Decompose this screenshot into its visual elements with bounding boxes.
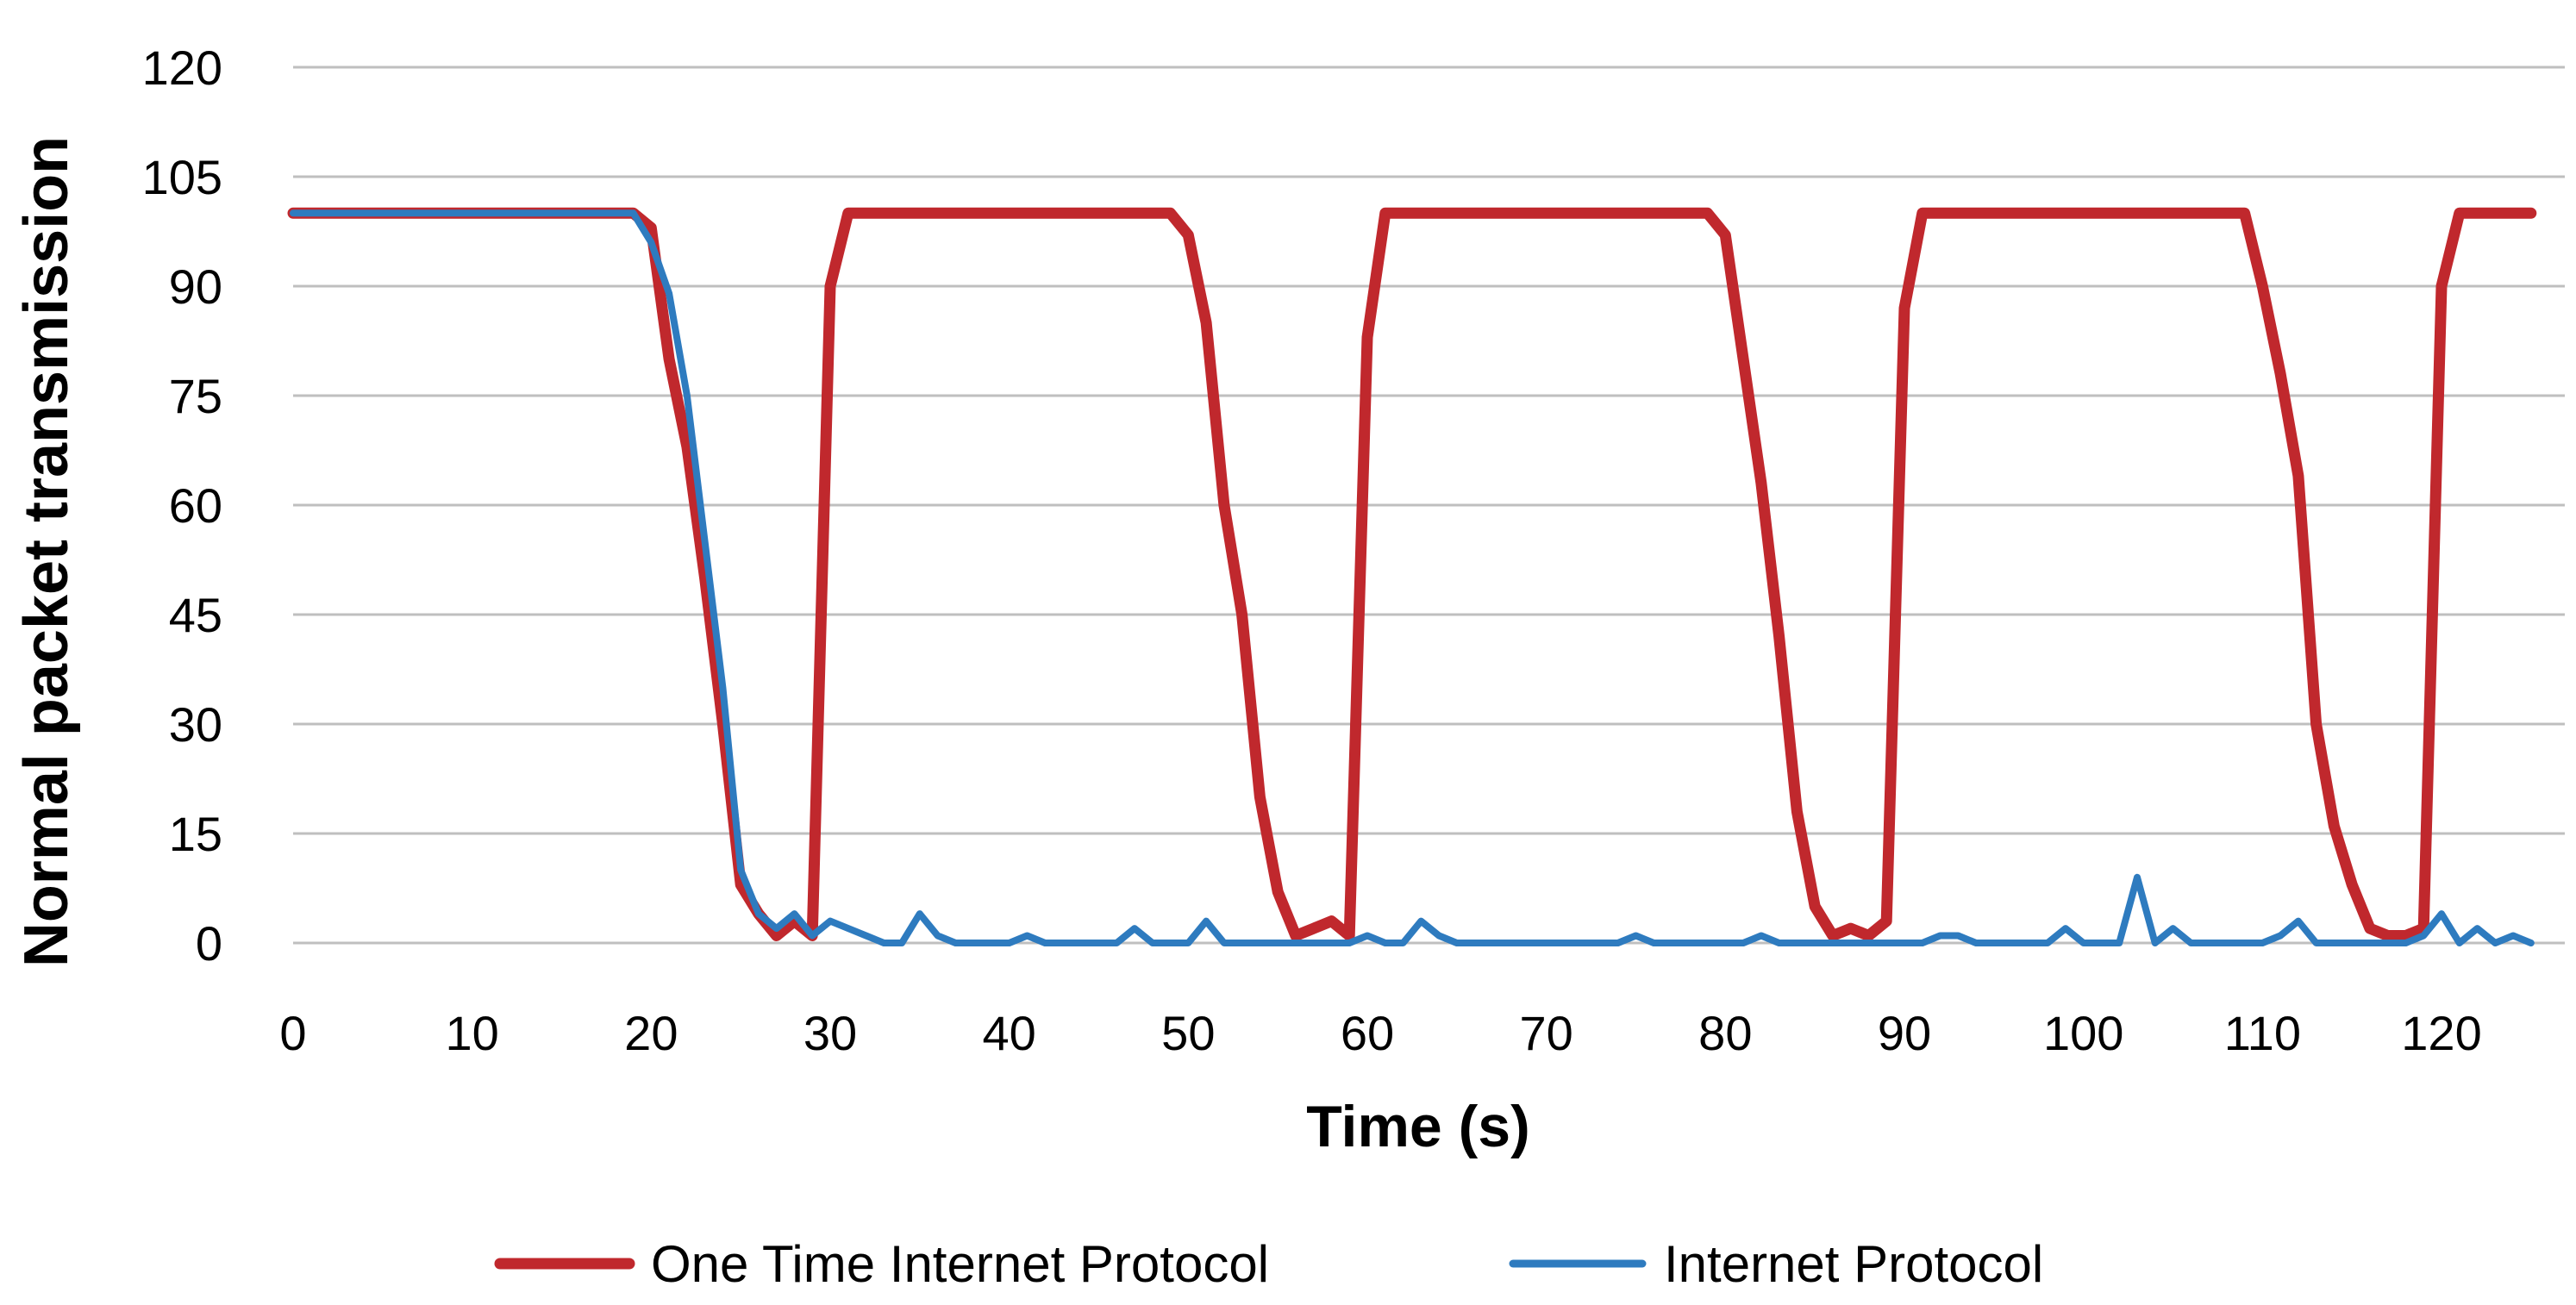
y-tick-label: 0 (196, 916, 222, 971)
y-axis-ticks: 0 15 30 45 60 75 90 105 120 (142, 41, 222, 971)
x-tick-label: 40 (983, 1006, 1036, 1060)
series-line-internet-protocol (290, 209, 2535, 946)
legend: One Time Internet Protocol Internet Proto… (494, 1235, 2043, 1293)
x-tick-label: 120 (2401, 1006, 2481, 1060)
x-tick-label: 70 (1520, 1006, 1573, 1060)
y-tick-label: 105 (142, 150, 222, 204)
x-tick-label: 10 (446, 1006, 499, 1060)
legend-label: One Time Internet Protocol (651, 1235, 1269, 1293)
x-tick-label: 110 (2224, 1006, 2301, 1060)
x-tick-label: 0 (279, 1006, 306, 1060)
x-tick-label: 20 (624, 1006, 678, 1060)
y-tick-label: 45 (169, 588, 222, 642)
x-axis-title: Time (s) (1306, 1094, 1529, 1159)
x-tick-label: 80 (1698, 1006, 1752, 1060)
y-tick-label: 30 (169, 697, 222, 752)
x-axis-ticks: 0 10 20 30 40 50 60 70 80 90 100 110 120 (279, 1006, 2481, 1060)
series-line-one-time-internet-protocol (287, 207, 2537, 941)
y-tick-label: 120 (142, 41, 222, 95)
series-lines (287, 207, 2537, 946)
y-tick-label: 90 (169, 259, 222, 314)
x-tick-label: 50 (1161, 1006, 1215, 1060)
x-tick-label: 60 (1341, 1006, 1394, 1060)
grid-lines (293, 66, 2565, 945)
legend-label: Internet Protocol (1664, 1235, 2043, 1293)
y-tick-label: 75 (169, 369, 222, 423)
y-tick-label: 15 (169, 807, 222, 861)
y-tick-label: 60 (169, 478, 222, 533)
y-axis-title: Normal packet transmission (12, 136, 81, 967)
x-tick-label: 90 (1878, 1006, 1931, 1060)
x-tick-label: 100 (2043, 1006, 2123, 1060)
x-tick-label: 30 (803, 1006, 857, 1060)
